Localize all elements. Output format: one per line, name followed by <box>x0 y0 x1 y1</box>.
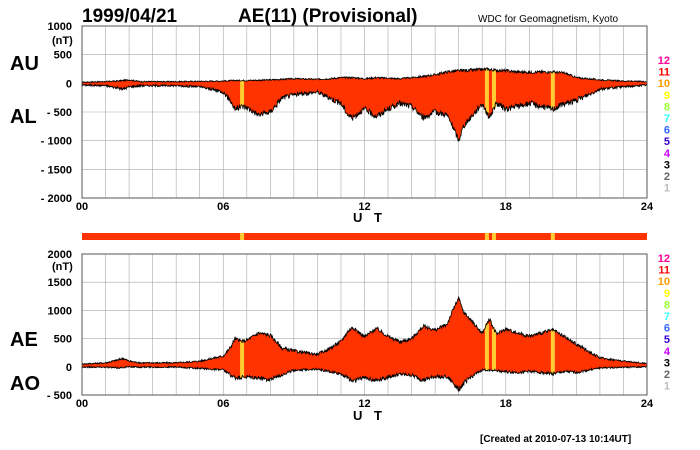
quality-level-9: 9 <box>664 90 670 102</box>
ae-ao-fill <box>82 296 647 391</box>
quality-level-10: 10 <box>658 276 670 288</box>
x-tick-label: 24 <box>641 201 654 213</box>
y-tick-label: 1500 <box>48 277 72 289</box>
ao-label: AO <box>10 373 40 395</box>
quality-level-11: 11 <box>658 67 670 79</box>
ae-line <box>81 296 648 366</box>
x-tick-label: 06 <box>217 398 229 410</box>
quality-level-4: 4 <box>664 346 671 358</box>
quality-level-3: 3 <box>664 159 670 171</box>
quality-bar-fill <box>82 233 647 240</box>
chart-source: WDC for Geomagnetism, Kyoto <box>478 14 618 25</box>
quality-bar-highlight <box>240 233 245 240</box>
upper-y-ticks: 1000 500 0 - 500 - 1000 - 1500 - 2000 <box>41 21 72 205</box>
quality-level-7: 7 <box>664 311 670 323</box>
y-tick-label: - 1500 <box>41 164 72 176</box>
highlight-stripe <box>484 69 489 113</box>
quality-level-2: 2 <box>664 369 670 381</box>
highlight-stripe <box>491 70 496 109</box>
lower-frame <box>81 253 648 396</box>
highlight-stripe <box>491 329 496 371</box>
y-tick-label: 2000 <box>48 249 72 261</box>
quality-level-6: 6 <box>664 125 670 137</box>
y-tick-label: - 1000 <box>41 136 72 148</box>
quality-level-2: 2 <box>664 171 670 183</box>
y-tick-label: 500 <box>54 50 72 62</box>
lower-unit-label: (nT) <box>52 261 73 273</box>
highlight-stripe <box>550 71 555 110</box>
chart-date: 1999/04/21 <box>82 6 178 27</box>
x-tick-label: 12 <box>358 201 370 213</box>
quality-level-6: 6 <box>664 323 670 335</box>
upper-x-axis-label: U T <box>353 210 386 225</box>
highlight-stripe <box>484 323 489 371</box>
upper-x-ticks: 00 06 12 18 24 <box>76 201 654 213</box>
x-tick-label: 18 <box>500 201 512 213</box>
lower-y-ticks: 2000 1500 1000 500 0 - 500 <box>47 249 72 402</box>
lower-highlights <box>240 323 555 378</box>
quality-bar-highlight <box>550 233 555 240</box>
y-tick-label: - 500 <box>47 107 72 119</box>
upper-highlights <box>240 69 555 113</box>
quality-level-10: 10 <box>658 78 670 90</box>
quality-level-5: 5 <box>664 334 670 346</box>
created-timestamp: [Created at 2010-07-13 10:14UT] <box>480 434 631 445</box>
quality-level-8: 8 <box>664 101 670 113</box>
au-line <box>81 67 647 84</box>
quality-level-1: 1 <box>664 381 670 393</box>
quality-level-12: 12 <box>658 55 670 67</box>
highlight-stripe <box>240 341 245 378</box>
quality-level-11: 11 <box>658 265 670 277</box>
quality-level-5: 5 <box>664 136 670 148</box>
upper-frame <box>81 25 648 199</box>
y-tick-label: 1000 <box>48 305 72 317</box>
al-line <box>81 83 648 142</box>
x-tick-label: 06 <box>217 201 229 213</box>
upper-unit-label: (nT) <box>52 35 73 47</box>
x-tick-label: 24 <box>641 398 654 410</box>
quality-level-8: 8 <box>664 299 670 311</box>
y-tick-label: 0 <box>66 362 72 374</box>
highlight-stripe <box>240 80 245 107</box>
quality-level-3: 3 <box>664 357 670 369</box>
y-tick-label: - 500 <box>47 390 72 402</box>
quality-level-9: 9 <box>664 288 670 300</box>
upper-panel: 1000 500 0 - 500 - 1000 - 1500 - 2000 00 06 12 18… <box>10 21 654 225</box>
lower-panel: 2000 1500 1000 500 0 - 500 00 06 12 18 24 (nT) AE… <box>10 249 654 423</box>
au-al-fill <box>82 67 647 142</box>
y-tick-label: 0 <box>66 78 72 90</box>
x-tick-label: 00 <box>76 398 88 410</box>
x-tick-label: 18 <box>500 398 512 410</box>
al-label: AL <box>10 106 37 128</box>
ao-line <box>81 365 648 392</box>
y-tick-label: 1000 <box>48 21 72 33</box>
quality-level-4: 4 <box>664 148 671 160</box>
x-tick-label: 00 <box>76 201 88 213</box>
lower-x-ticks: 00 06 12 18 24 <box>76 398 654 410</box>
chart-title: AE(11) (Provisional) <box>238 6 418 27</box>
quality-level-1: 1 <box>664 183 670 195</box>
y-tick-label: 500 <box>54 334 72 346</box>
x-tick-label: 12 <box>358 398 370 410</box>
quality-bar-highlight <box>484 233 489 240</box>
lower-x-axis-label: U T <box>353 408 386 423</box>
quality-bar-highlight <box>491 233 496 240</box>
quality-level-7: 7 <box>664 113 670 125</box>
quality-level-12: 12 <box>658 253 670 265</box>
au-label: AU <box>10 53 39 75</box>
y-tick-label: - 2000 <box>41 193 72 205</box>
upper-grid <box>82 25 647 199</box>
data-quality-bar <box>82 233 647 240</box>
highlight-stripe <box>550 330 555 374</box>
ae-label: AE <box>10 329 38 351</box>
